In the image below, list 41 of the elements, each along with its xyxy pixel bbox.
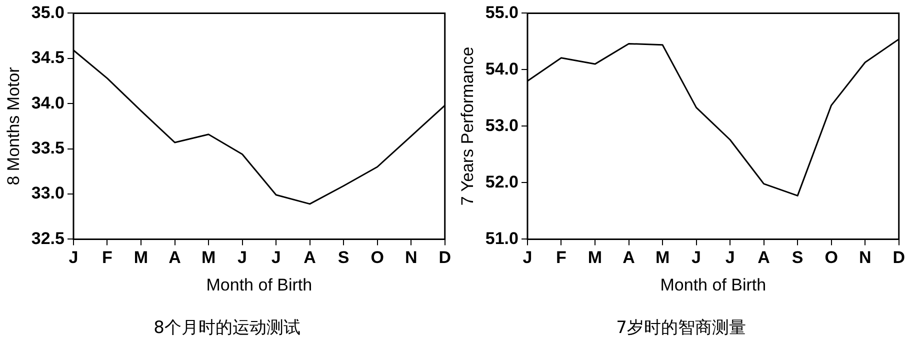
y-axis-title: 7 Years Performance [458,46,477,206]
x-tick-label: J [238,248,248,268]
y-tick-label: 33.5 [31,138,64,158]
x-tick-label: M [201,248,216,268]
x-axis-title: Month of Birth [660,275,766,294]
y-tick-label: 32.5 [31,228,64,248]
y-tick-label: 55.0 [485,2,518,22]
y-tick-label: 54.0 [485,59,518,78]
x-tick-label: J [522,248,532,268]
x-tick-label: M [134,248,148,268]
y-tick-label: 34.0 [31,93,64,112]
y-tick-label: 51.0 [485,228,518,248]
x-tick-label: O [370,248,384,268]
x-tick-label: J [725,248,735,268]
y-tick-label: 52.0 [485,172,518,192]
x-tick-label: M [655,248,670,268]
x-tick-label: O [824,248,838,268]
x-tick-label: S [338,248,350,268]
x-tick-label: M [588,248,602,268]
y-tick-label: 33.0 [31,184,64,203]
x-tick-label: F [102,248,112,268]
x-tick-label: A [758,248,770,268]
x-tick-label: S [792,248,804,268]
x-tick-label: J [68,248,78,268]
y-axis-title: 8 Months Motor [4,66,23,186]
x-axis-title: Month of Birth [206,275,312,294]
y-tick-label: 34.5 [31,48,64,68]
y-tick-label: 35.0 [31,2,64,22]
x-tick-label: N [404,248,418,268]
x-tick-label: A [622,248,635,268]
x-tick-label: A [168,248,181,268]
x-tick-label: D [438,248,451,268]
x-tick-label: A [304,248,316,268]
y-tick-label: 53.0 [485,116,518,135]
x-tick-label: J [271,248,281,268]
x-tick-label: N [858,248,872,268]
x-tick-label: D [892,248,905,268]
x-tick-label: F [556,248,566,268]
text: 7岁时的智商测量 [615,317,747,339]
x-tick-label: J [692,248,702,268]
text: 8个月时的运动测试 [152,317,302,339]
